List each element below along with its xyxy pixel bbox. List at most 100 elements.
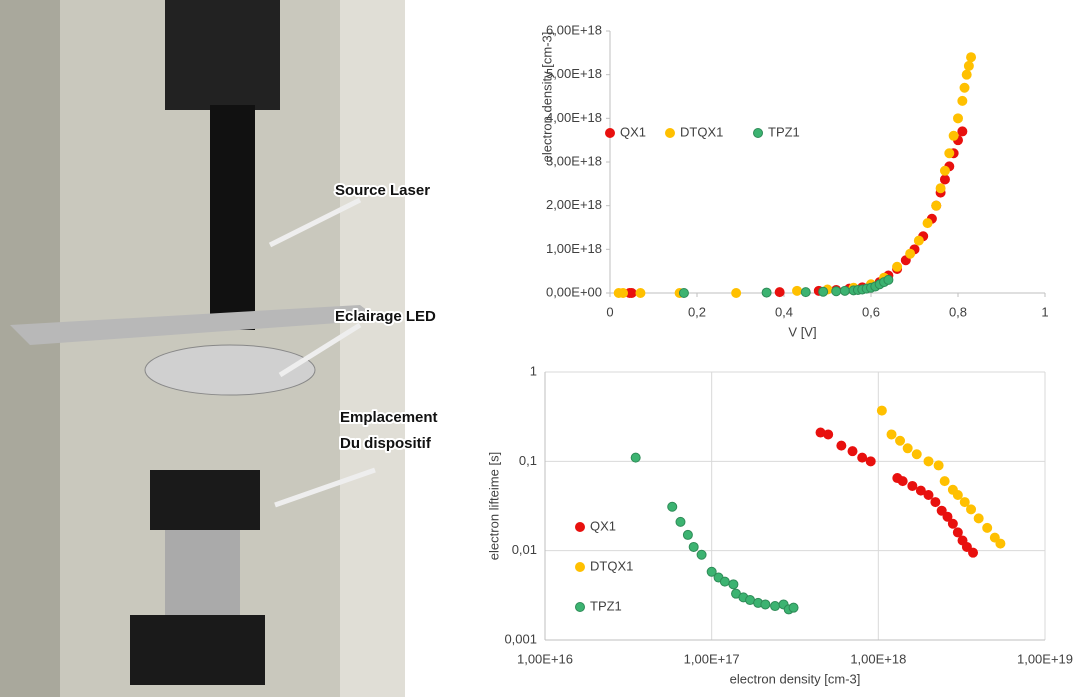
x-tick-label: 0,2 [688,304,706,319]
y-tick-label: 0,00E+00 [546,284,602,299]
stage-base [130,615,265,685]
cabinet-wall [340,0,405,697]
legend-label: QX1 [620,124,646,139]
point [953,113,963,124]
point [831,286,842,297]
arrow [274,467,376,508]
point [935,183,946,194]
point [630,452,641,463]
y-tick-label: 0,001 [504,631,537,646]
legend-marker [605,128,615,138]
point [675,516,686,527]
stage-column [165,530,240,620]
point [635,288,646,298]
cabinet-wall [0,0,60,697]
x-axis-label: V [V] [788,324,816,339]
photo-label: Eclairage LED [335,308,436,325]
point [792,285,803,296]
point [682,529,693,540]
point [719,576,730,587]
point [857,452,868,463]
point [968,547,979,558]
y-axis-label: electron lifteime [s] [486,452,501,560]
point [944,148,955,159]
point [770,601,781,612]
point [911,449,922,460]
point [942,511,953,522]
point [905,248,916,259]
point [931,200,942,211]
point [761,287,772,298]
point [626,288,637,298]
point [818,286,829,297]
y-tick-label: 1,00E+18 [546,241,602,256]
point [667,501,678,512]
point [886,429,897,440]
point [728,579,739,590]
legend-marker [575,602,585,612]
laser-mount [165,0,280,110]
point [760,599,771,610]
point [678,288,689,298]
point [915,485,926,496]
point [995,538,1006,549]
point [963,60,974,71]
point [836,440,847,451]
point [847,446,858,457]
stage [150,470,260,530]
point [696,549,707,560]
x-tick-label: 0,4 [775,304,793,319]
point [618,288,629,298]
point [913,235,924,246]
point [892,261,903,272]
y-tick-label: 4,00E+18 [546,110,602,125]
y-tick-label: 3,00E+18 [546,153,602,168]
point [923,489,934,500]
point [959,497,970,508]
point [876,405,887,416]
x-tick-label: 0 [606,304,613,319]
point [883,274,894,285]
plate [10,305,380,345]
led-ring [144,344,316,396]
point [961,541,972,552]
x-tick-label: 0,8 [949,304,967,319]
photo: Source Laser Eclairage LED Emplacement D… [0,0,440,697]
photo-label: Source Laser [335,182,430,199]
laser-column [210,105,255,330]
y-tick-label: 6,00E+18 [546,22,602,37]
point [897,476,908,487]
point [957,95,968,106]
point [966,504,977,515]
point [982,522,993,533]
point [907,480,918,491]
x-tick-label: 1,00E+16 [517,651,573,666]
point [823,429,834,440]
x-tick-label: 1 [1041,304,1048,319]
point [865,456,876,467]
point [902,443,913,454]
point [966,52,977,63]
point [895,435,906,446]
y-tick-label: 0,01 [512,542,537,557]
point [933,460,944,471]
y-tick-label: 0,1 [519,453,537,468]
point [706,566,717,577]
point [973,513,984,524]
arrow [278,322,362,378]
legend-marker [575,562,585,572]
point [952,527,963,538]
point [774,287,785,298]
x-tick-label: 1,00E+19 [1017,651,1073,666]
point [800,287,811,298]
point [922,218,933,229]
point [948,130,959,141]
point [939,174,950,185]
legend-label: QX1 [590,518,616,533]
y-axis-label: electron density [cm-3] [539,32,554,163]
photo-label: Du dispositif [340,435,432,452]
point [731,288,742,298]
y-tick-label: 2,00E+18 [546,197,602,212]
point [939,476,950,487]
